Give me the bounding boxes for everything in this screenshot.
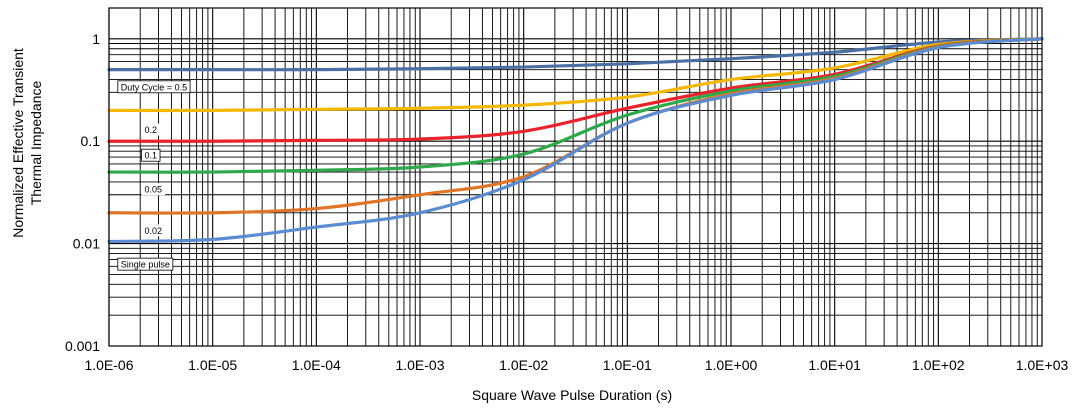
series-annotation-label: 0.2 (144, 125, 157, 135)
plot-area-frame (108, 7, 1043, 347)
series-annotation-box (141, 224, 166, 237)
series-annotation-box (141, 123, 161, 136)
x-tick-label: 1.0E-02 (499, 357, 548, 373)
x-tick-label: 1.0E-04 (292, 357, 341, 373)
series-annotation-box (117, 80, 191, 94)
series-line-1 (107, 37, 1044, 72)
y-tick-label: 0.001 (65, 338, 100, 354)
series-annotation-label: 0.05 (144, 185, 162, 195)
series-annotation-label: Duty Cycle = 0.5 (121, 82, 187, 92)
y-axis-label-line-1: Normalized Effective Transient (10, 48, 26, 238)
y-tick-label: 0.01 (73, 236, 100, 252)
series-annotation-label: 0.1 (144, 151, 157, 161)
y-axis-label-line-2: Thermal Impedance (28, 81, 44, 206)
series-annotations: Duty Cycle = 0.5 0.2 0.1 0.05 0.02 Single pul… (117, 80, 191, 271)
series-line-6 (107, 37, 1044, 244)
series-line-3 (107, 37, 1044, 143)
y-tick-label: 0.1 (81, 133, 101, 149)
x-tick-label: 1.0E+00 (705, 357, 758, 373)
x-tick-label: 1.0E-06 (84, 357, 133, 373)
x-tick-label: 1.0E+02 (912, 357, 965, 373)
x-tick-label: 1.0E-05 (188, 357, 237, 373)
series-annotation-label: Single pulse (121, 260, 170, 270)
x-tick-label: 1.0E-01 (603, 357, 652, 373)
series-annotation-box (141, 183, 166, 196)
series-annotation-box (117, 257, 174, 271)
series-lines (107, 37, 1044, 244)
series-line-2 (107, 37, 1044, 113)
x-tick-label: 1.0E+03 (1016, 357, 1069, 373)
series-annotation-box (141, 148, 161, 162)
y-tick-label: 1 (92, 31, 100, 47)
x-tick-label: 1.0E+01 (808, 357, 861, 373)
series-annotation-label: 0.02 (144, 226, 162, 236)
x-axis-label: Square Wave Pulse Duration (s) (472, 387, 672, 403)
tick-labels: 1.0E-06 1.0E-05 1.0E-04 1.0E-03 1.0E-02 1.0E-… (65, 31, 1069, 373)
x-tick-label: 1.0E-03 (395, 357, 444, 373)
